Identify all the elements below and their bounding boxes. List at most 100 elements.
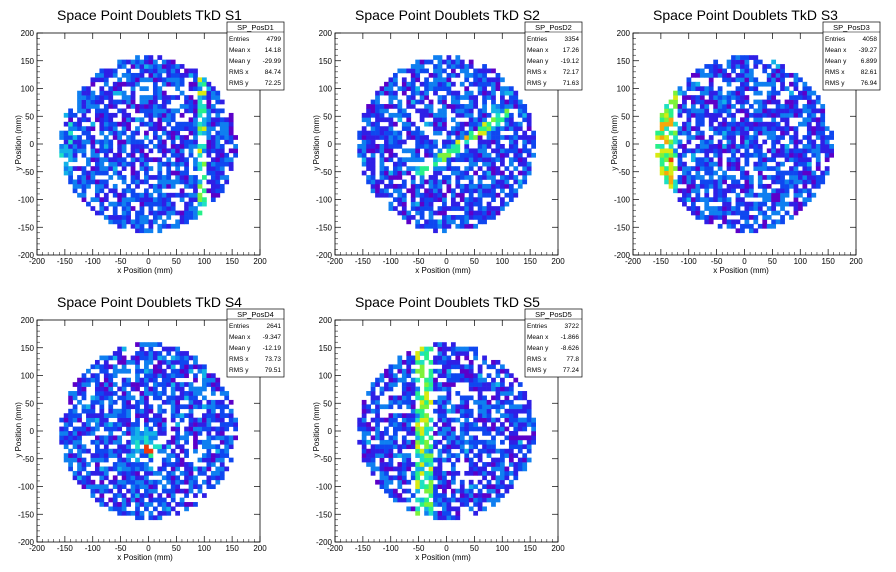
heatmap-cell (748, 126, 754, 131)
heatmap-cell (401, 359, 407, 365)
heatmap-cell (802, 117, 808, 123)
heatmap-cell (370, 399, 376, 405)
heatmap-cell (184, 395, 189, 401)
heatmap-cell (771, 206, 777, 211)
heatmap-cell (468, 192, 474, 198)
heatmap-cell (722, 77, 727, 83)
heatmap-cell (206, 170, 212, 176)
chart-title: Space Point Doublets TkD S1 (57, 7, 242, 23)
heatmap-cell (722, 170, 727, 176)
heatmap-cell (775, 210, 781, 216)
heatmap-cell (166, 112, 172, 118)
x-tick-label: 100 (496, 257, 510, 266)
heatmap-cell (188, 386, 194, 392)
heatmap-cell (726, 139, 732, 145)
heatmap-cell (459, 59, 465, 65)
heatmap-cell (410, 179, 416, 185)
heatmap-cell (117, 192, 123, 198)
heatmap-cell (428, 152, 434, 158)
heatmap-cell (433, 510, 438, 516)
heatmap-cell (446, 81, 452, 87)
heatmap-cell (103, 368, 109, 374)
heatmap-cell (762, 130, 768, 136)
heatmap-cell (686, 77, 692, 83)
heatmap-cell (148, 377, 154, 383)
heatmap-cell (757, 157, 763, 163)
heatmap-cell (531, 144, 536, 149)
heatmap-cell (117, 108, 123, 114)
heatmap-cell (406, 488, 412, 494)
heatmap-cell (63, 121, 69, 127)
heatmap-cell (477, 479, 483, 485)
heatmap-cell (415, 135, 421, 140)
heatmap-cell (130, 484, 136, 490)
heatmap-cell (170, 355, 176, 361)
heatmap-cell (68, 417, 73, 423)
heatmap-cell (459, 223, 465, 229)
heatmap-cell (135, 170, 140, 176)
heatmap-cell (202, 417, 207, 423)
heatmap-cell (464, 377, 470, 383)
heatmap-cell (517, 121, 523, 127)
heatmap-cell (459, 448, 465, 454)
heatmap-cell (419, 364, 425, 370)
heatmap-cell (388, 206, 394, 211)
heatmap-cell (517, 108, 523, 114)
heatmap-cell (166, 192, 172, 198)
heatmap-cell (94, 439, 100, 445)
heatmap-cell (157, 391, 163, 396)
heatmap-cell (179, 404, 185, 410)
heatmap-cell (459, 188, 465, 194)
heatmap-cell (112, 72, 118, 78)
heatmap-cell (179, 192, 185, 198)
heatmap-cell (99, 148, 105, 154)
heatmap-cell (375, 444, 380, 450)
heatmap-cell (161, 431, 167, 436)
heatmap-cell (121, 223, 127, 229)
heatmap-cell (384, 448, 389, 454)
heatmap-cell (655, 144, 661, 149)
heatmap-cell (103, 215, 109, 220)
heatmap-cell (477, 175, 483, 180)
heatmap-cell (806, 148, 812, 154)
heatmap-cell (170, 426, 176, 432)
heatmap-cell (437, 466, 443, 472)
heatmap-cell (486, 201, 492, 207)
heatmap-cell (193, 355, 198, 361)
heatmap-cell (433, 157, 438, 163)
heatmap-cell (686, 192, 692, 198)
heatmap-cell (731, 210, 736, 216)
heatmap-cell (753, 219, 759, 225)
heatmap-cell (152, 364, 158, 370)
heatmap-cell (508, 479, 514, 485)
heatmap-cell (86, 179, 91, 185)
heatmap-cell (148, 175, 154, 180)
heatmap-cell (508, 484, 514, 490)
heatmap-cell (175, 68, 181, 74)
heatmap-cell (206, 462, 212, 467)
y-tick-label: -150 (316, 223, 333, 232)
heatmap-cell (802, 104, 808, 109)
heatmap-cell (112, 497, 118, 503)
heatmap-cell (188, 81, 194, 87)
heatmap-cell (437, 448, 443, 454)
heatmap-cell (401, 206, 407, 211)
heatmap-cell (428, 466, 434, 472)
heatmap-cell (802, 144, 808, 149)
heatmap-cell (513, 466, 519, 472)
heatmap-cell (789, 166, 794, 171)
heatmap-cell (419, 135, 425, 140)
heatmap-cell (224, 466, 230, 472)
heatmap-cell (428, 448, 434, 454)
heatmap-cell (179, 188, 185, 194)
heatmap-cell (103, 108, 109, 114)
heatmap-cells (357, 342, 536, 521)
heatmap-cell (112, 422, 118, 427)
heatmap-cell (126, 431, 131, 436)
heatmap-cell (157, 166, 163, 171)
heatmap-cell (482, 152, 487, 158)
heatmap-cell (491, 166, 496, 171)
heatmap-cell (522, 104, 528, 109)
heatmap-cell (401, 470, 407, 476)
heatmap-cell (210, 408, 216, 414)
